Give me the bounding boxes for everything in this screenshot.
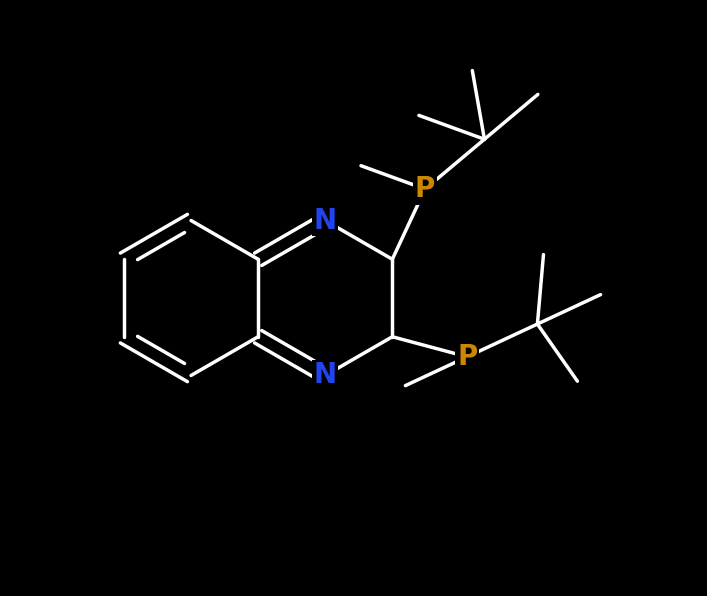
Text: N: N: [314, 362, 337, 389]
Text: N: N: [314, 207, 337, 234]
Text: P: P: [415, 175, 436, 203]
Text: P: P: [457, 343, 477, 371]
